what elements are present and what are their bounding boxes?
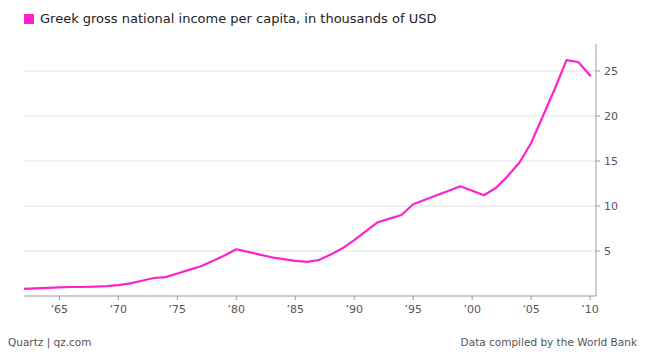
- annotation: Data compiled by the World Bank: [461, 336, 638, 348]
- annotation: Quartz | qz.com: [8, 336, 91, 349]
- grid-line: [24, 161, 596, 162]
- x-tick-label: ’70: [110, 303, 128, 316]
- x-tick: [59, 296, 60, 300]
- x-axis-line: [24, 296, 596, 297]
- y-tick: [596, 161, 600, 162]
- x-tick: [236, 296, 237, 300]
- y-tick: [596, 206, 600, 207]
- chart: Greek gross national income per capita, …: [0, 0, 645, 356]
- grid-line: [24, 251, 596, 252]
- y-tick-label: 25: [604, 65, 618, 78]
- y-tick: [596, 116, 600, 117]
- grid-line: [24, 206, 596, 207]
- plot-area: [24, 60, 590, 289]
- y-tick: [596, 71, 600, 72]
- x-tick-label: ’85: [287, 303, 305, 316]
- x-tick: [531, 296, 532, 300]
- x-tick-label: ’90: [345, 303, 363, 316]
- y-axis-line: [596, 44, 597, 296]
- grid-line: [24, 116, 596, 117]
- title: Greek gross national income per capita, …: [40, 11, 436, 26]
- x-tick-label: ’05: [522, 303, 540, 316]
- x-tick-label: ’75: [169, 303, 187, 316]
- x-tick-label: ’80: [228, 303, 246, 316]
- x-tick: [118, 296, 119, 300]
- grid-line: [24, 71, 596, 72]
- y-tick-label: 5: [604, 245, 611, 258]
- x-tick: [413, 296, 414, 300]
- x-tick: [354, 296, 355, 300]
- y-tick-label: 15: [604, 155, 618, 168]
- x-tick-label: ’10: [581, 303, 599, 316]
- x-tick: [177, 296, 178, 300]
- x-tick: [472, 296, 473, 300]
- x-tick: [295, 296, 296, 300]
- title-swatch: [24, 14, 34, 24]
- x-tick-label: ’95: [404, 303, 422, 316]
- y-tick: [596, 251, 600, 252]
- x-tick: [590, 296, 591, 300]
- y-tick-label: 20: [604, 110, 618, 123]
- y-tick-label: 10: [604, 200, 618, 213]
- line: [24, 60, 590, 289]
- x-tick-label: ’65: [51, 303, 69, 316]
- x-tick-label: ’00: [463, 303, 481, 316]
